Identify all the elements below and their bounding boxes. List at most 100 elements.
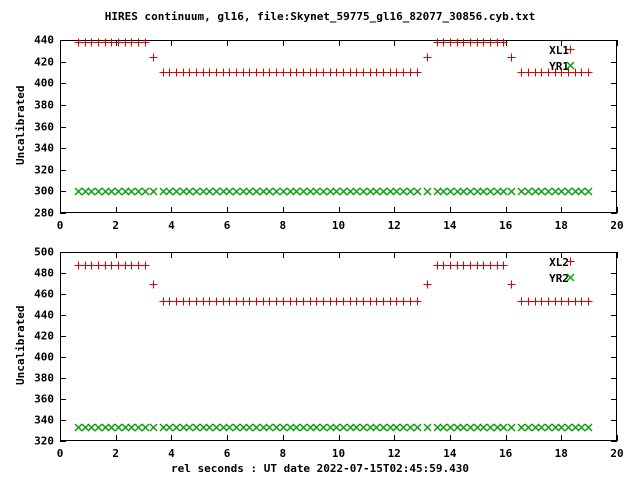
y-tick-label: 340 bbox=[34, 141, 54, 155]
x-tick-mark bbox=[116, 435, 117, 441]
y-tick-label: 420 bbox=[34, 55, 54, 69]
y-tick-label: 400 bbox=[34, 76, 54, 90]
x-tick-label: 6 bbox=[223, 447, 231, 460]
y-tick-mark bbox=[611, 336, 617, 337]
x-tick-label: 8 bbox=[279, 447, 287, 460]
x-tick-mark bbox=[171, 207, 172, 213]
x-tick-label: 16 bbox=[498, 219, 513, 232]
x-tick-mark bbox=[339, 40, 340, 46]
x-tick-mark bbox=[617, 252, 618, 258]
x-tick-mark bbox=[450, 435, 451, 441]
x-tick-mark bbox=[394, 252, 395, 258]
y-tick-mark bbox=[611, 105, 617, 106]
x-tick-mark bbox=[227, 40, 228, 46]
x-tick-mark bbox=[561, 207, 562, 213]
y-tick-mark bbox=[611, 148, 617, 149]
x-tick-mark bbox=[450, 40, 451, 46]
x-tick-mark bbox=[171, 40, 172, 46]
x-tick-mark bbox=[561, 40, 562, 46]
y-tick-label: 480 bbox=[34, 266, 54, 280]
x-tick-mark bbox=[561, 435, 562, 441]
legend-item-yr2[interactable]: YR2 bbox=[507, 272, 615, 288]
x-tick-label: 14 bbox=[443, 447, 457, 460]
legend-label: XL2 bbox=[549, 256, 569, 269]
legend-label: YR1 bbox=[549, 60, 569, 73]
x-tick-mark bbox=[617, 435, 618, 441]
y-tick-mark bbox=[60, 148, 66, 149]
x-tick-mark bbox=[506, 435, 507, 441]
legend-marker-cross-icon bbox=[563, 60, 577, 73]
y-tick-label: 320 bbox=[34, 434, 54, 448]
y-tick-mark bbox=[60, 213, 66, 214]
y-tick-mark bbox=[611, 170, 617, 171]
x-tick-mark bbox=[394, 207, 395, 213]
legend-item-yr1[interactable]: YR1 bbox=[507, 60, 615, 76]
x-tick-mark bbox=[171, 435, 172, 441]
y-tick-label: 400 bbox=[34, 350, 54, 364]
y-tick-label: 320 bbox=[34, 163, 54, 177]
y-tick-mark bbox=[611, 378, 617, 379]
y-tick-mark bbox=[60, 252, 66, 253]
x-tick-mark bbox=[339, 207, 340, 213]
legend-marker-plus-icon bbox=[563, 44, 577, 57]
x-tick-mark bbox=[339, 435, 340, 441]
x-tick-mark bbox=[617, 40, 618, 46]
legend-marker-cross-icon bbox=[563, 272, 577, 285]
x-tick-label: 20 bbox=[610, 219, 624, 232]
y-tick-mark bbox=[611, 191, 617, 192]
y-tick-mark bbox=[611, 441, 617, 442]
x-tick-mark bbox=[283, 435, 284, 441]
x-tick-label: 18 bbox=[554, 219, 568, 232]
y-tick-label: 440 bbox=[34, 308, 54, 322]
legend-item-xl1[interactable]: XL1 bbox=[507, 44, 615, 60]
y-tick-mark bbox=[611, 399, 617, 400]
x-tick-label: 2 bbox=[112, 447, 119, 460]
y-tick-mark bbox=[611, 273, 617, 274]
x-tick-label: 0 bbox=[56, 219, 64, 232]
x-tick-label: 2 bbox=[112, 219, 119, 232]
x-tick-label: 4 bbox=[168, 447, 175, 460]
y-tick-mark bbox=[60, 357, 66, 358]
y-tick-mark bbox=[60, 83, 66, 84]
bottom-plot-frame bbox=[60, 252, 617, 441]
x-tick-label: 6 bbox=[223, 219, 231, 232]
x-tick-mark bbox=[116, 252, 117, 258]
legend-item-xl2[interactable]: XL2 bbox=[507, 256, 615, 272]
x-tick-mark bbox=[60, 252, 61, 258]
y-tick-mark bbox=[611, 83, 617, 84]
y-tick-mark bbox=[60, 170, 66, 171]
y-tick-label: 380 bbox=[34, 98, 54, 112]
x-tick-mark bbox=[394, 40, 395, 46]
y-tick-mark bbox=[611, 213, 617, 214]
y-tick-mark bbox=[60, 315, 66, 316]
y-tick-mark bbox=[60, 273, 66, 274]
x-tick-mark bbox=[283, 252, 284, 258]
y-tick-mark bbox=[60, 378, 66, 379]
y-tick-mark bbox=[611, 127, 617, 128]
x-tick-mark bbox=[227, 435, 228, 441]
y-tick-mark bbox=[60, 191, 66, 192]
legend-marker-plus-icon bbox=[563, 256, 577, 269]
y-tick-label: 420 bbox=[34, 329, 54, 343]
x-tick-label: 12 bbox=[387, 447, 401, 460]
y-tick-mark bbox=[611, 315, 617, 316]
x-tick-mark bbox=[116, 207, 117, 213]
y-tick-mark bbox=[611, 62, 617, 63]
legend-label: YR2 bbox=[549, 272, 569, 285]
y-tick-mark bbox=[60, 105, 66, 106]
y-tick-label: 360 bbox=[34, 120, 54, 133]
x-tick-mark bbox=[60, 40, 61, 46]
y-tick-mark bbox=[611, 357, 617, 358]
y-tick-mark bbox=[60, 420, 66, 421]
x-tick-mark bbox=[227, 252, 228, 258]
x-tick-label: 16 bbox=[498, 447, 513, 460]
x-tick-mark bbox=[450, 207, 451, 213]
x-tick-mark bbox=[561, 252, 562, 258]
y-tick-mark bbox=[611, 420, 617, 421]
legend-label: XL1 bbox=[549, 44, 569, 57]
x-tick-mark bbox=[227, 207, 228, 213]
x-tick-label: 12 bbox=[387, 219, 401, 232]
x-tick-label: 8 bbox=[279, 219, 287, 232]
y-tick-mark bbox=[611, 252, 617, 253]
